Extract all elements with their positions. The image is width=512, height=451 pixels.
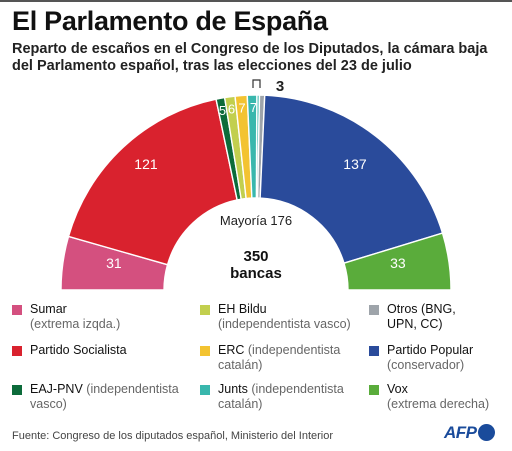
legend-label-sumar: Sumar (30, 302, 67, 316)
seat-segment-partido-popular (259, 94, 444, 265)
legend-swatch-vox (369, 385, 379, 395)
seat-label-partido-popular: 137 (343, 156, 367, 172)
seat-label-otros: 3 (276, 78, 284, 95)
legend-swatch-sumar (12, 305, 22, 315)
legend-label-otros: Otros (BNG, (387, 302, 456, 316)
legend-label-pnv: EAJ-PNV (30, 382, 83, 396)
legend-desc-pnv: (independentista (86, 382, 179, 396)
legend-desc-pp: (conservador) (387, 358, 465, 372)
seat-segment-vox (343, 232, 452, 291)
legend-swatch-pnv (12, 385, 22, 395)
legend-label-erc: ERC (218, 343, 245, 357)
legend-desc-otros: UPN, CC) (387, 317, 443, 331)
seat-label-junts: 7 (250, 100, 257, 115)
legend-desc2-erc: catalán) (218, 358, 263, 372)
legend-desc-sumar: (extrema izqda.) (30, 317, 121, 331)
legend-label-pp: Partido Popular (387, 343, 474, 357)
seat-label-sumar: 31 (106, 255, 122, 271)
legend-desc2-junts: catalán) (218, 397, 263, 411)
seat-label-vox: 33 (390, 255, 406, 271)
legend-swatch-pp (369, 346, 379, 356)
legend-swatch-erc (200, 346, 210, 356)
legend-desc-erc: (independentista (247, 343, 341, 357)
chart-title: El Parlamento de España (12, 6, 328, 36)
legend-desc2-pnv: vasco) (30, 397, 67, 411)
chart-subtitle: Reparto de escaños en el Congreso de los… (12, 41, 488, 74)
afp-logo-text: AFP (444, 423, 477, 442)
legend-swatch-otros (369, 305, 379, 315)
seat-bracket-otros (252, 79, 261, 88)
legend-desc-bildu: (independentista vasco) (218, 317, 351, 331)
legend-desc-junts: (independentista (251, 382, 344, 396)
source-note: Fuente: Congreso de los diputados españo… (12, 430, 334, 442)
top-rule (0, 0, 512, 2)
seat-label-erc: 7 (238, 101, 245, 116)
legend-label-psoe: Partido Socialista (30, 343, 127, 357)
legend-swatch-junts (200, 385, 210, 395)
center-total-number: 350 (243, 248, 268, 265)
seat-label-eaj-pnv: 5 (219, 103, 226, 118)
majority-label: Mayoría 176 (220, 213, 292, 228)
center-total-unit: bancas (230, 265, 282, 282)
legend-swatch-psoe (12, 346, 22, 356)
legend-label-vox: Vox (387, 382, 408, 396)
seat-label-partido-socialista: 121 (134, 156, 158, 172)
legend-swatch-bildu (200, 305, 210, 315)
afp-logo: AFP (444, 423, 495, 443)
afp-logo-dot (477, 424, 495, 441)
legend-label-junts: Junts (218, 382, 248, 396)
legend-desc-vox: (extrema derecha) (387, 397, 490, 411)
seat-segment-partido-socialista (67, 98, 238, 266)
legend-label-bildu: EH Bildu (218, 302, 267, 316)
seat-label-eh-bildu: 6 (228, 102, 235, 117)
